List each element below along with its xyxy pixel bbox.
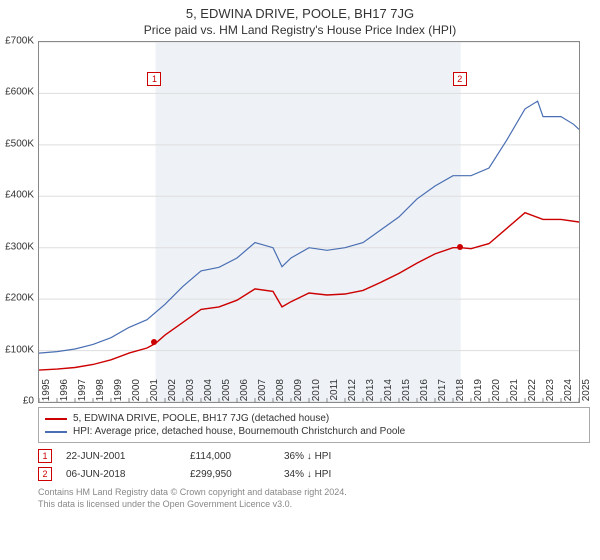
x-axis-label: 2012	[347, 379, 358, 407]
table-date: 22-JUN-2001	[66, 451, 176, 462]
x-axis-label: 2011	[329, 379, 340, 407]
y-axis-label: £500K	[0, 138, 34, 149]
x-axis-label: 2021	[509, 379, 520, 407]
legend-swatch	[45, 418, 67, 420]
table-row: 1 22-JUN-2001 £114,000 36% ↓ HPI	[38, 447, 590, 465]
x-axis-label: 2001	[149, 379, 160, 407]
footer-line: Contains HM Land Registry data © Crown c…	[38, 487, 590, 499]
x-axis-label: 2017	[437, 379, 448, 407]
x-axis-label: 2020	[491, 379, 502, 407]
x-axis-label: 2002	[167, 379, 178, 407]
chart-container: 5, EDWINA DRIVE, POOLE, BH17 7JG Price p…	[0, 0, 600, 560]
y-axis-label: £700K	[0, 36, 34, 47]
x-axis-label: 2022	[527, 379, 538, 407]
x-axis-label: 2003	[185, 379, 196, 407]
x-axis-label: 2005	[221, 379, 232, 407]
x-axis-label: 1999	[113, 379, 124, 407]
x-axis-label: 2014	[383, 379, 394, 407]
x-axis-label: 2013	[365, 379, 376, 407]
x-axis-label: 2019	[473, 379, 484, 407]
x-axis-label: 1997	[77, 379, 88, 407]
footer-line: This data is licensed under the Open Gov…	[38, 499, 590, 511]
x-axis-label: 2008	[275, 379, 286, 407]
x-axis-label: 2004	[203, 379, 214, 407]
legend-row: HPI: Average price, detached house, Bour…	[45, 425, 583, 438]
x-axis-label: 2007	[257, 379, 268, 407]
x-axis-label: 2009	[293, 379, 304, 407]
legend-label: 5, EDWINA DRIVE, POOLE, BH17 7JG (detach…	[73, 413, 329, 424]
legend-label: HPI: Average price, detached house, Bour…	[73, 426, 405, 437]
x-axis-label: 2015	[401, 379, 412, 407]
table-marker: 2	[38, 467, 52, 481]
x-axis-label: 1996	[59, 379, 70, 407]
y-axis-label: £600K	[0, 87, 34, 98]
x-axis-label: 2016	[419, 379, 430, 407]
table-hpi: 36% ↓ HPI	[284, 451, 374, 462]
x-axis-label: 1995	[41, 379, 52, 407]
x-axis-label: 1998	[95, 379, 106, 407]
x-axis-label: 2024	[563, 379, 574, 407]
y-axis-label: £400K	[0, 190, 34, 201]
y-axis-label: £0	[0, 396, 34, 407]
data-table: 1 22-JUN-2001 £114,000 36% ↓ HPI 2 06-JUN-201…	[38, 447, 590, 483]
chart-area: £0£100K£200K£300K£400K£500K£600K£700K 19…	[38, 41, 598, 401]
x-axis-label: 2006	[239, 379, 250, 407]
x-axis-label: 2025	[581, 379, 592, 407]
price-marker-box: 2	[453, 72, 467, 86]
y-axis-label: £300K	[0, 241, 34, 252]
price-marker-dot	[457, 244, 463, 250]
y-axis-label: £100K	[0, 344, 34, 355]
table-date: 06-JUN-2018	[66, 469, 176, 480]
chart-subtitle: Price paid vs. HM Land Registry's House …	[0, 21, 600, 41]
footer-attribution: Contains HM Land Registry data © Crown c…	[38, 487, 590, 510]
y-axis-label: £200K	[0, 293, 34, 304]
legend-swatch	[45, 431, 67, 433]
table-price: £114,000	[190, 451, 270, 462]
legend-row: 5, EDWINA DRIVE, POOLE, BH17 7JG (detach…	[45, 412, 583, 425]
x-axis-label: 2010	[311, 379, 322, 407]
chart-title: 5, EDWINA DRIVE, POOLE, BH17 7JG	[0, 0, 600, 21]
table-price: £299,950	[190, 469, 270, 480]
x-axis-label: 2000	[131, 379, 142, 407]
x-axis-label: 2023	[545, 379, 556, 407]
price-marker-dot	[151, 339, 157, 345]
table-row: 2 06-JUN-2018 £299,950 34% ↓ HPI	[38, 465, 590, 483]
x-axis-label: 2018	[455, 379, 466, 407]
chart-svg	[38, 41, 580, 403]
legend: 5, EDWINA DRIVE, POOLE, BH17 7JG (detach…	[38, 407, 590, 443]
table-hpi: 34% ↓ HPI	[284, 469, 374, 480]
table-marker: 1	[38, 449, 52, 463]
price-marker-box: 1	[147, 72, 161, 86]
